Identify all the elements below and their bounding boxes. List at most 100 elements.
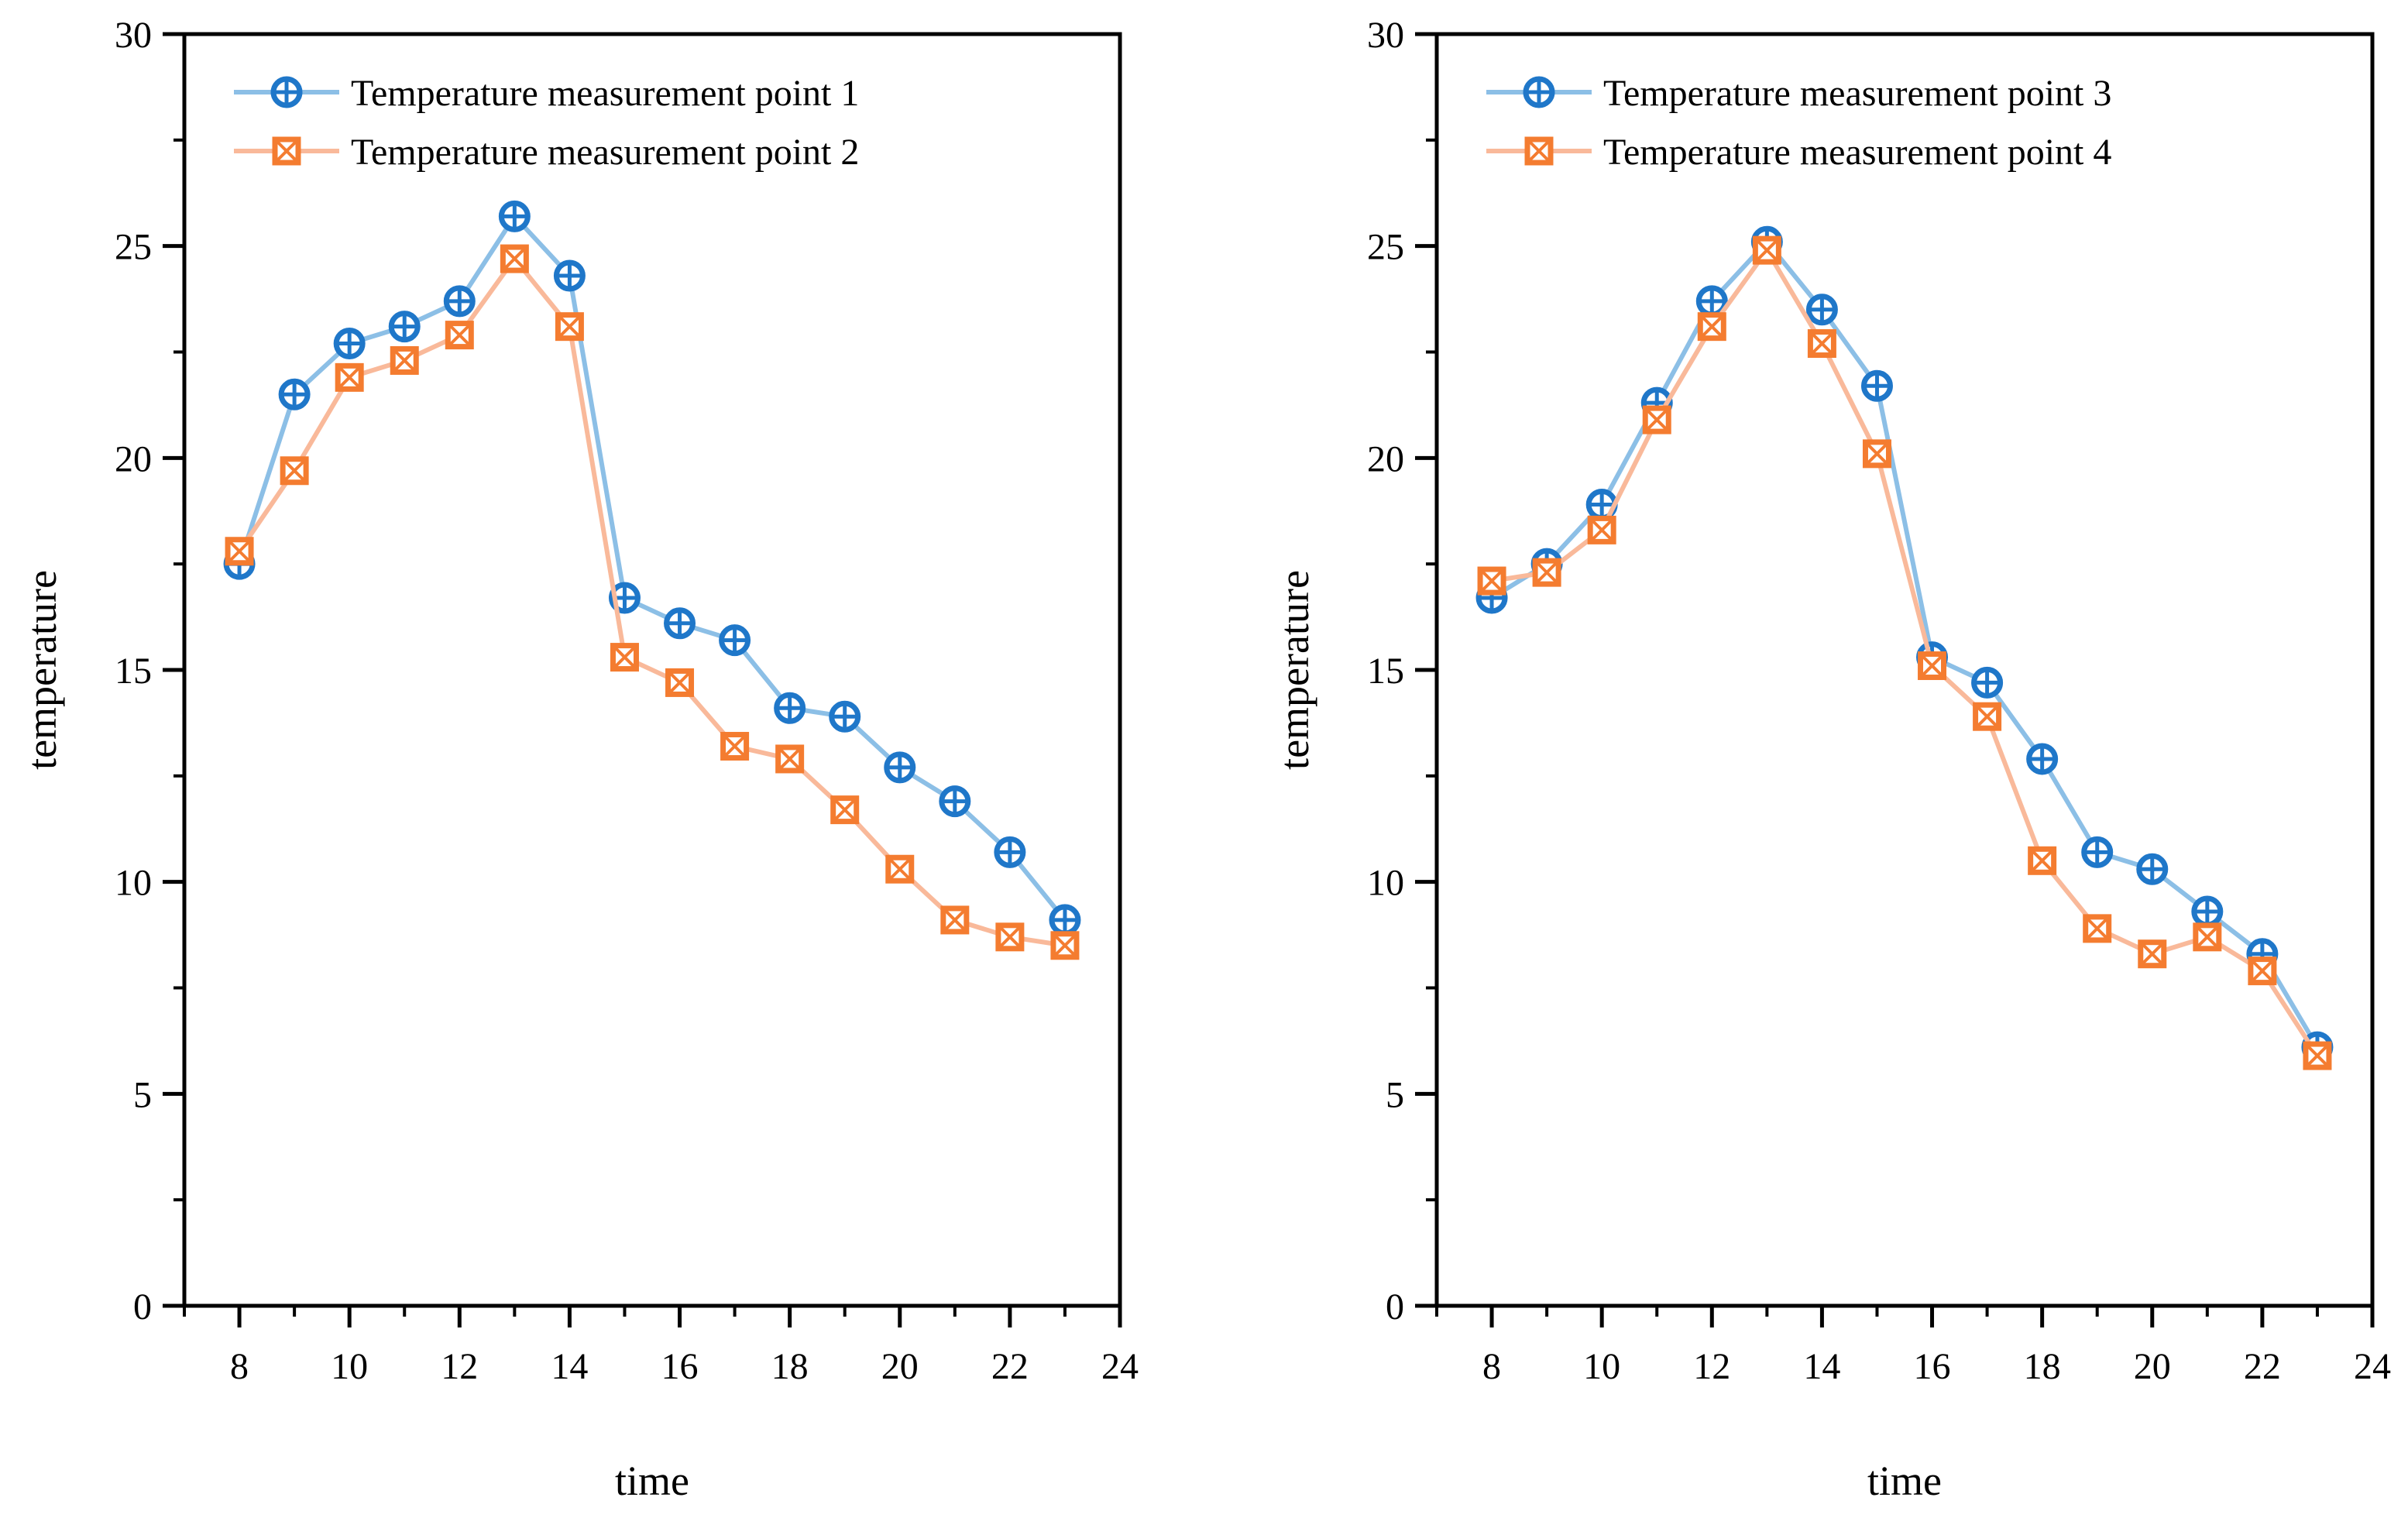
data-point: [2193, 922, 2222, 952]
data-point: [2083, 914, 2112, 943]
y-tick-label: 30: [115, 15, 152, 56]
data-point: [1585, 489, 1618, 521]
x-tick-label: 18: [2024, 1346, 2061, 1387]
legend-marker: [1524, 136, 1554, 166]
data-point: [445, 321, 474, 350]
data-point: [2028, 846, 2057, 875]
data-point: [1477, 566, 1506, 596]
x-tick-label: 10: [331, 1346, 368, 1387]
y-tick-label: 20: [1367, 438, 1404, 479]
data-point: [1805, 294, 1838, 326]
legend: Temperature measurement point 1 Temperat…: [234, 73, 859, 173]
data-point: [1532, 558, 1561, 587]
y-tick-label: 5: [1386, 1074, 1404, 1115]
legend-marker: [1523, 76, 1555, 108]
x-tick-label: 20: [881, 1346, 919, 1387]
data-point: [940, 905, 970, 935]
y-tick-label: 25: [1367, 227, 1404, 268]
data-point: [665, 668, 695, 697]
data-point: [884, 751, 916, 784]
x-tick-label: 8: [1482, 1346, 1501, 1387]
data-point: [1973, 702, 2002, 731]
x-axis-label: time: [615, 1458, 689, 1504]
x-tick-label: 22: [991, 1346, 1029, 1387]
x-tick-label: 12: [1693, 1346, 1730, 1387]
data-point: [2303, 1041, 2332, 1070]
data-point: [1049, 904, 1081, 936]
data-point: [939, 785, 971, 818]
data-point: [885, 854, 915, 884]
data-point: [1971, 666, 2004, 699]
data-point: [443, 285, 476, 318]
data-point: [994, 836, 1026, 868]
data-point: [2136, 853, 2169, 885]
series-line: [1490, 239, 2320, 1049]
x-tick-label: 16: [661, 1346, 699, 1387]
x-tick-label: 14: [551, 1346, 588, 1387]
y-tick-label: 30: [1367, 15, 1404, 56]
x-tick-label: 10: [1583, 1346, 1620, 1387]
data-point: [500, 244, 529, 273]
data-series: [1475, 225, 2334, 1070]
x-tick-label: 24: [2354, 1346, 2391, 1387]
data-point: [774, 692, 806, 724]
legend: Temperature measurement point 3 Temperat…: [1486, 73, 2111, 173]
y-axis-label: temperature: [1271, 570, 1317, 770]
data-point: [278, 378, 311, 410]
y-tick-label: 25: [115, 227, 152, 268]
data-point: [1050, 931, 1080, 960]
data-point: [2081, 836, 2114, 868]
legend-label-series-3: Temperature measurement point 3: [1603, 73, 2111, 114]
series-line: [237, 214, 1067, 922]
legend-label-series-2: Temperature measurement point 2: [351, 132, 859, 173]
y-tick-label: 0: [1386, 1286, 1404, 1327]
legend-label-series-4: Temperature measurement point 4: [1603, 132, 2111, 173]
legend-marker: [272, 136, 301, 166]
data-point: [610, 643, 639, 672]
data-point: [1918, 651, 1947, 681]
data-point: [553, 259, 586, 292]
data-point: [1752, 235, 1781, 265]
x-tick-label: 14: [1803, 1346, 1840, 1387]
series-line: [1491, 248, 2320, 1057]
data-point: [830, 795, 860, 825]
data-point: [280, 456, 309, 486]
x-tick-label: 24: [1101, 1346, 1139, 1387]
data-point: [720, 732, 750, 761]
data-series: [223, 200, 1081, 960]
data-point: [390, 345, 419, 375]
y-tick-label: 15: [115, 651, 152, 692]
data-point: [2248, 956, 2277, 986]
data-point: [498, 200, 531, 232]
series-line: [237, 256, 1066, 948]
data-point: [1587, 515, 1616, 544]
x-tick-label: 16: [1914, 1346, 1951, 1387]
y-tick-label: 10: [1367, 863, 1404, 904]
x-tick-label: 12: [441, 1346, 478, 1387]
data-point: [2026, 743, 2059, 775]
y-axis-label: temperature: [19, 570, 65, 770]
x-tick-label: 20: [2134, 1346, 2171, 1387]
legend-marker: [270, 76, 303, 108]
data-point: [1642, 405, 1671, 434]
data-point: [775, 744, 805, 774]
y-tick-label: 0: [133, 1286, 152, 1327]
axes: 0 5 10 15 20 25 30 8 10 12 14 16 18 20 22 24: [115, 15, 1139, 1387]
plot-frame: [1434, 32, 2375, 1308]
axes: 0 5 10 15 20 25 30 8 10 12 14 16 18 20 22 24: [1367, 15, 2391, 1387]
y-tick-label: 5: [133, 1074, 152, 1115]
data-point: [1807, 329, 1836, 359]
y-tick-label: 20: [115, 438, 152, 479]
data-point: [225, 537, 254, 566]
data-point: [333, 328, 366, 360]
data-point: [555, 312, 584, 342]
chart-panel-right: 0 5 10 15 20 25 30 8 10 12 14 16 18 20 22 24 Temperatur…: [1271, 15, 2391, 1504]
data-point: [1697, 312, 1726, 342]
data-point: [335, 362, 364, 392]
chart-panel-left: 0 5 10 15 20 25 30 8 10 12 14 16 18 20 22 24 Temperatur…: [19, 15, 1139, 1504]
data-point: [829, 700, 861, 733]
data-point: [719, 624, 751, 657]
x-tick-label: 22: [2244, 1346, 2281, 1387]
data-point: [995, 922, 1025, 952]
